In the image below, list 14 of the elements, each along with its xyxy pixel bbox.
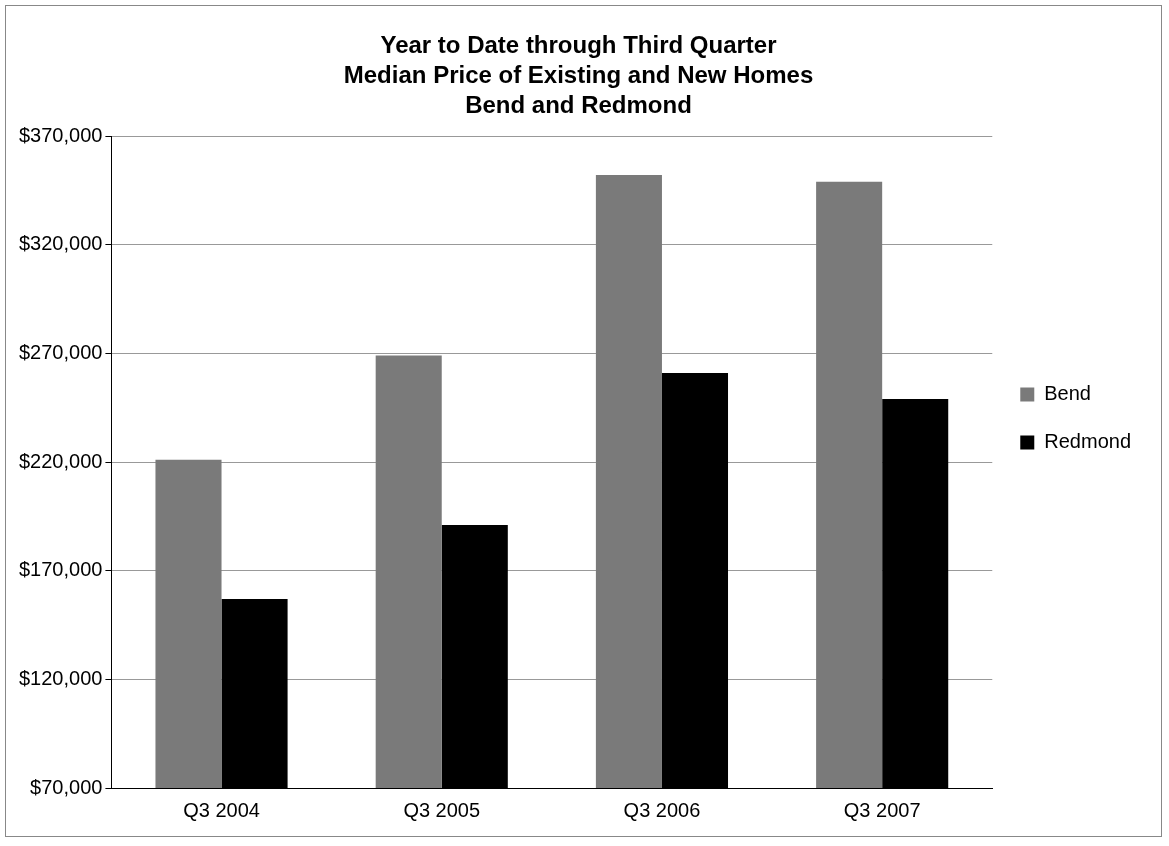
y-tick-label: $320,000	[19, 232, 103, 255]
x-tick-label: Q3 2006	[623, 798, 701, 821]
y-tick-label: $220,000	[19, 449, 103, 472]
y-tick-label: $270,000	[19, 340, 103, 363]
y-tick-label: $70,000	[30, 775, 103, 798]
chart-title: Year to Date through Third Quarter Median Price of Existing and New Homes Bend and Redmond	[343, 30, 814, 118]
y-tick-label: $370,000	[19, 123, 103, 146]
x-tick-label: Q3 2004	[183, 798, 260, 821]
legend-label: Redmond	[1044, 430, 1131, 453]
y-tick-label: $120,000	[19, 666, 103, 689]
x-tick-label: Q3 2005	[403, 798, 481, 821]
y-tick-label: $170,000	[19, 558, 103, 581]
legend-label: Bend	[1044, 382, 1091, 405]
x-tick-label: Q3 2007	[843, 798, 921, 821]
